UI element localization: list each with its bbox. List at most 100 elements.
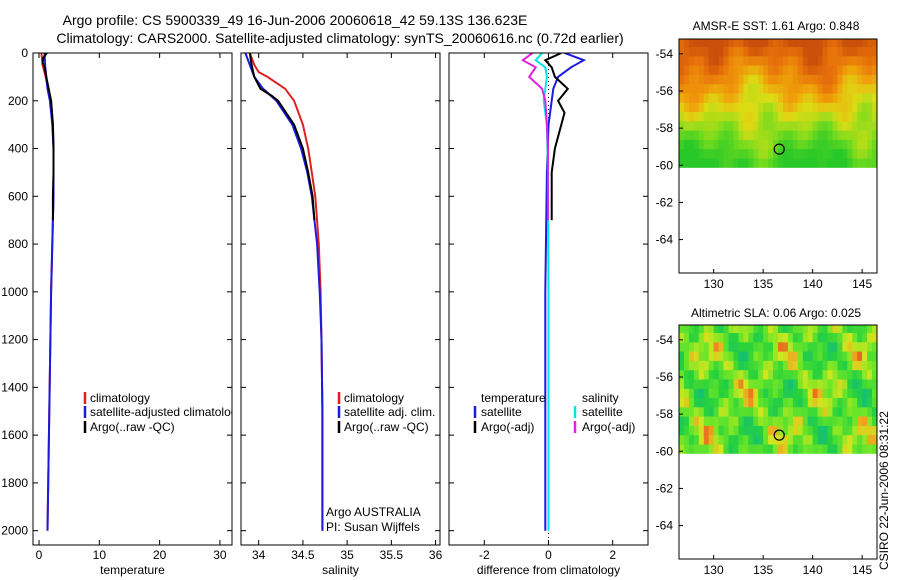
salinity-xtick-label: 34 — [252, 548, 266, 562]
heatmap-cell — [688, 406, 695, 417]
heatmap-cell — [693, 341, 700, 352]
heatmap-cell — [783, 102, 789, 112]
heatmap-cell — [827, 360, 834, 371]
heatmap-cell — [773, 55, 779, 66]
heatmap-cell — [812, 388, 819, 398]
heatmap-cell — [822, 102, 829, 112]
heatmap-cell — [738, 120, 744, 131]
heatmap-cell — [822, 46, 829, 57]
difference-xtick-label: -2 — [479, 548, 490, 562]
heatmap-cell — [733, 65, 739, 75]
heatmap-cell — [827, 443, 834, 454]
heatmap-cell — [817, 406, 824, 417]
heatmap-cell — [807, 351, 814, 361]
heatmap-cell — [693, 434, 700, 445]
heatmap-cell — [758, 46, 764, 57]
legend-label-climatology: climatology — [90, 391, 150, 405]
heatmap-cell — [713, 74, 720, 85]
heatmap-cell — [723, 434, 730, 445]
heatmap-cell — [792, 351, 799, 361]
heatmap-cell — [857, 157, 863, 168]
heatmap-cell — [679, 388, 685, 398]
heatmap-cell — [837, 406, 843, 417]
heatmap-cell — [812, 325, 819, 333]
heatmap-cell — [842, 434, 848, 445]
heatmap-cell — [862, 83, 868, 94]
heatmap-cell — [842, 157, 848, 168]
heatmap-cell — [867, 65, 873, 75]
heatmap-cell — [862, 39, 868, 47]
heatmap-cell — [783, 157, 789, 168]
heatmap-cell — [797, 74, 804, 85]
heatmap-cell — [852, 360, 858, 371]
heatmap-cell — [832, 65, 838, 75]
heatmap-cell — [733, 360, 739, 371]
heatmap-cell — [684, 148, 690, 159]
heatmap-cell — [768, 74, 774, 85]
heatmap-cell — [778, 332, 784, 343]
heatmap-cell — [783, 443, 789, 454]
heatmap-cell — [698, 120, 705, 131]
heatmap-cell — [708, 360, 715, 371]
heatmap-cell — [758, 74, 764, 85]
heatmap-cell — [817, 388, 824, 398]
heatmap-cell — [778, 157, 784, 168]
heatmap-cell — [783, 92, 789, 103]
sla_map-axes-frame — [678, 324, 878, 560]
heatmap-cell — [797, 111, 804, 122]
heatmap-cell — [852, 157, 858, 168]
sst_map-xtick-label: 130 — [704, 277, 724, 291]
depth-tick-label: 0 — [21, 46, 28, 60]
heatmap-cell — [743, 74, 749, 85]
heatmap-cell — [852, 55, 858, 66]
heatmap-cell — [723, 397, 730, 408]
heatmap-cell — [792, 55, 799, 66]
heatmap-cell — [827, 397, 834, 408]
heatmap-cell — [832, 369, 838, 380]
heatmap-cell — [718, 83, 725, 94]
heatmap-cell — [852, 74, 858, 85]
heatmap-cell — [783, 425, 789, 436]
heatmap-cell — [733, 46, 739, 57]
heatmap-cell — [733, 120, 739, 131]
heatmap-cell — [763, 39, 769, 47]
heatmap-cell — [787, 406, 794, 417]
heatmap-cell — [733, 425, 739, 436]
legend-label-argo: Argo(..raw -QC) — [344, 420, 429, 434]
difference-xtick-label: 0 — [545, 548, 552, 562]
heatmap-cell — [738, 341, 744, 352]
heatmap-cell — [822, 74, 829, 85]
heatmap-cell — [812, 139, 819, 150]
heatmap-cell — [787, 388, 794, 398]
heatmap-cell — [837, 130, 843, 140]
heatmap-cell — [748, 46, 754, 57]
heatmap-cell — [783, 406, 789, 417]
heatmap-cell — [847, 111, 853, 122]
heatmap-cell — [679, 406, 685, 417]
heatmap-cell — [758, 434, 764, 445]
salinity-xtick-label: 35 — [340, 548, 354, 562]
heatmap-cell — [728, 120, 735, 131]
heatmap-cell — [693, 325, 700, 333]
heatmap-cell — [773, 397, 779, 408]
heatmap-cell — [688, 111, 695, 122]
heatmap-cell — [718, 434, 725, 445]
heatmap-cell — [728, 443, 735, 454]
heatmap-cell — [758, 332, 764, 343]
heatmap-cell — [847, 351, 853, 361]
heatmap-cell — [857, 325, 863, 333]
heatmap-cell — [753, 74, 759, 85]
heatmap-cell — [827, 120, 834, 131]
heatmap-cell — [773, 443, 779, 454]
heatmap-cell — [862, 360, 868, 371]
sst-map-panel: AMSR-E SST: 1.61 Argo: 0.848 130 135 140 14… — [656, 19, 878, 291]
heatmap-cell — [852, 46, 858, 57]
heatmap-cell — [753, 65, 759, 75]
heatmap-cell — [738, 425, 744, 436]
heatmap-cell — [862, 148, 868, 159]
heatmap-cell — [817, 83, 824, 94]
heatmap-cell — [768, 332, 774, 343]
heatmap-cell — [872, 341, 877, 352]
heatmap-cell — [679, 74, 685, 85]
heatmap-cell — [693, 443, 700, 454]
